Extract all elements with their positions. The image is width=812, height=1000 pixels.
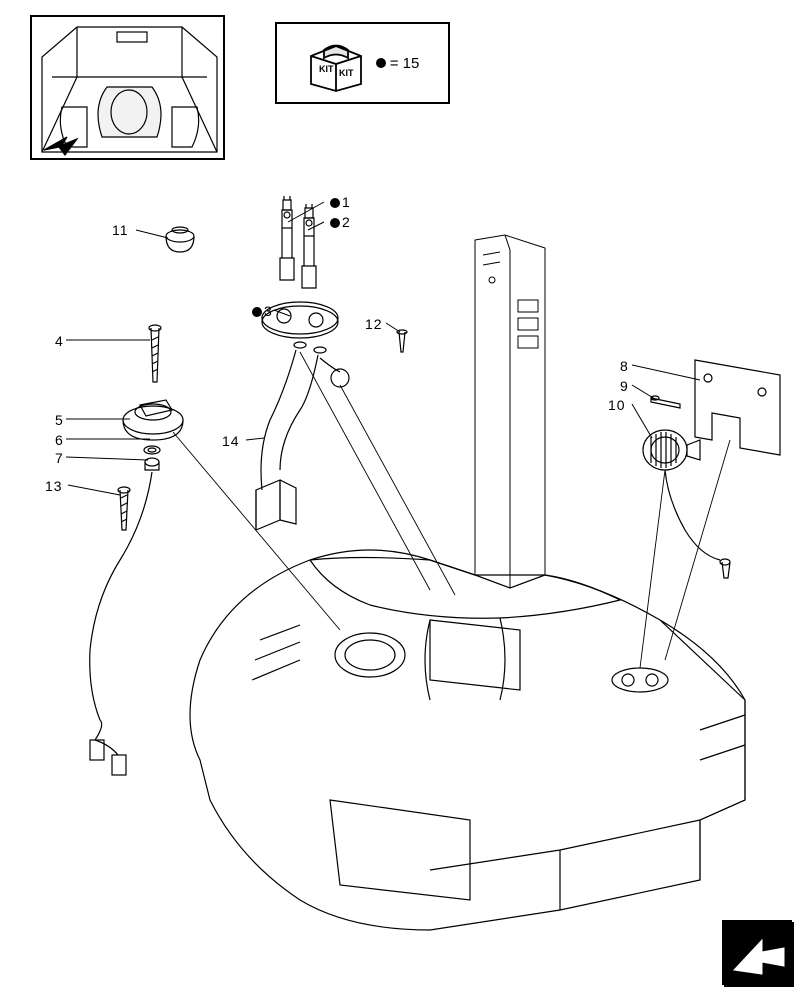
callout-number: 13	[45, 478, 63, 494]
nav-arrow-box[interactable]	[722, 920, 792, 985]
callout-3: 3	[252, 303, 273, 319]
part-4-screw-top	[149, 325, 161, 382]
callout-12: 12	[365, 316, 383, 332]
part-5-socket-body	[123, 400, 183, 440]
callout-10: 10	[608, 397, 626, 413]
part-1-connector	[280, 196, 294, 280]
callout-13: 13	[45, 478, 63, 494]
callout-5: 5	[55, 412, 64, 428]
callout-number: 12	[365, 316, 383, 332]
callout-number: 10	[608, 397, 626, 413]
callout-number: 7	[55, 450, 64, 466]
callout-2: 2	[330, 214, 351, 230]
callout-number: 11	[112, 222, 129, 238]
upright-post	[475, 235, 545, 588]
callout-number: 4	[55, 333, 64, 349]
part-2-connector	[302, 204, 316, 288]
part-11-plug	[166, 227, 194, 252]
callout-1: 1	[330, 194, 351, 210]
callout-11: 11	[112, 222, 129, 238]
callout-14: 14	[222, 433, 240, 449]
part-7-nut	[145, 458, 159, 470]
callout-number: 3	[264, 303, 273, 319]
part-12-screw	[397, 330, 407, 352]
callout-number: 6	[55, 432, 64, 448]
callout-7: 7	[55, 450, 64, 466]
callout-number: 2	[342, 214, 351, 230]
callout-6: 6	[55, 432, 64, 448]
main-body-fender	[190, 550, 745, 930]
callout-bullet-icon	[252, 307, 262, 317]
callout-number: 14	[222, 433, 240, 449]
part-9-screw	[651, 396, 680, 408]
part-3-mount-plate	[262, 302, 338, 353]
part-6-washer	[144, 446, 160, 454]
main-diagram	[0, 0, 812, 1000]
callout-9: 9	[620, 378, 629, 394]
part-13-screw-bottom	[118, 487, 130, 530]
callout-bullet-icon	[330, 218, 340, 228]
callout-number: 9	[620, 378, 629, 394]
callout-number: 1	[342, 194, 351, 210]
nav-arrow-icon	[724, 922, 794, 987]
callout-4: 4	[55, 333, 64, 349]
callout-number: 8	[620, 358, 629, 374]
callout-8: 8	[620, 358, 629, 374]
part-8-bracket-plate	[695, 360, 780, 455]
callout-bullet-icon	[330, 198, 340, 208]
part-10-lamp	[643, 430, 730, 578]
part-14-cable	[256, 350, 349, 530]
callout-number: 5	[55, 412, 64, 428]
